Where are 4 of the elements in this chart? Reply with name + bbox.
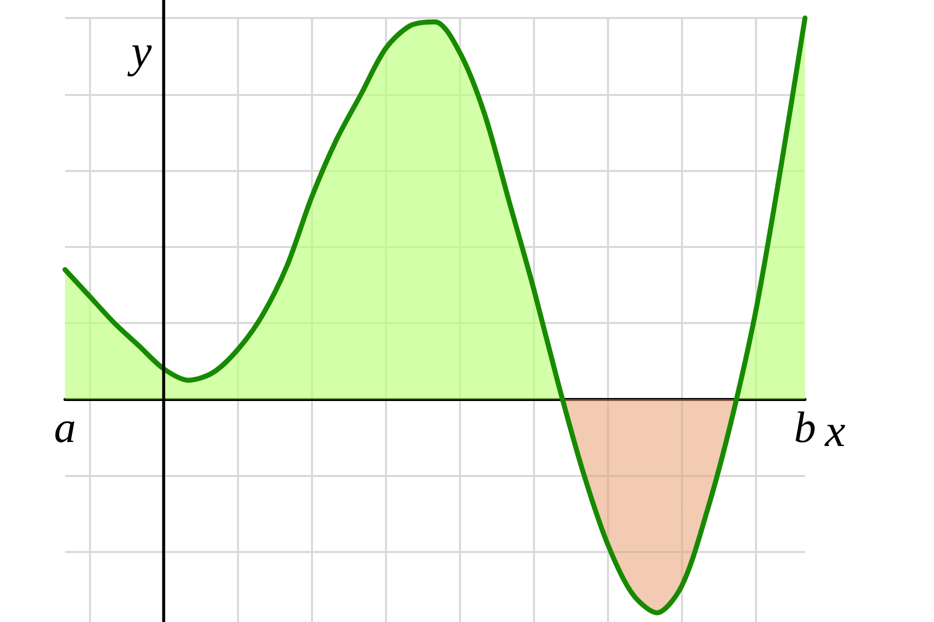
x-tick-label: b bbox=[794, 402, 816, 452]
y-axis-title: y bbox=[127, 26, 152, 76]
x-tick-label: a bbox=[54, 402, 76, 452]
x-axis-title: x bbox=[824, 404, 846, 456]
